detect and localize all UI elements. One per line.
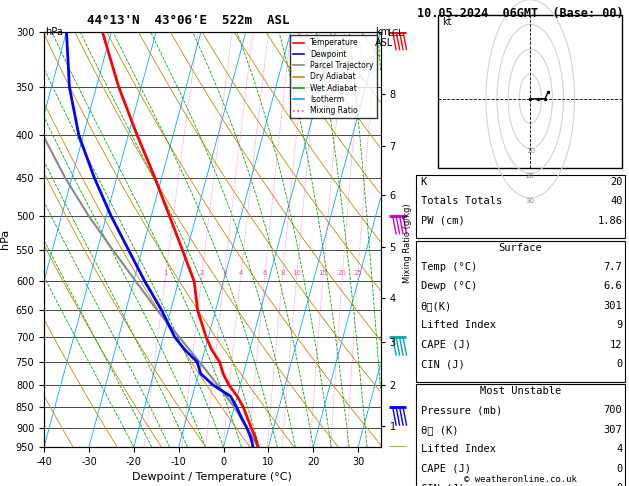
Text: Surface: Surface — [499, 243, 542, 253]
Text: Lifted Index: Lifted Index — [421, 444, 496, 454]
Text: 2: 2 — [199, 270, 204, 276]
Text: 20: 20 — [526, 173, 535, 179]
X-axis label: Dewpoint / Temperature (°C): Dewpoint / Temperature (°C) — [132, 472, 292, 483]
Text: 307: 307 — [604, 425, 623, 435]
Legend: Temperature, Dewpoint, Parcel Trajectory, Dry Adiabat, Wet Adiabat, Isotherm, Mi: Temperature, Dewpoint, Parcel Trajectory… — [289, 35, 377, 118]
Text: Pressure (mb): Pressure (mb) — [421, 405, 502, 416]
Text: 30: 30 — [526, 198, 535, 204]
Bar — [416, 175, 625, 238]
Text: Most Unstable: Most Unstable — [480, 386, 561, 396]
Text: 0: 0 — [616, 464, 623, 474]
Text: hPa: hPa — [45, 27, 63, 37]
Text: CIN (J): CIN (J) — [421, 483, 464, 486]
Text: Dewp (°C): Dewp (°C) — [421, 281, 477, 292]
Text: 10.05.2024  06GMT  (Base: 00): 10.05.2024 06GMT (Base: 00) — [417, 7, 624, 20]
Text: 10: 10 — [526, 148, 535, 155]
Text: 20: 20 — [610, 177, 623, 187]
Text: 0: 0 — [616, 359, 623, 369]
Text: Temp (°C): Temp (°C) — [421, 262, 477, 272]
Text: 0: 0 — [616, 483, 623, 486]
Text: kt: kt — [442, 17, 452, 27]
Bar — [416, 384, 625, 486]
Text: 44°13'N  43°06'E  522m  ASL: 44°13'N 43°06'E 522m ASL — [87, 14, 290, 27]
Text: 1.86: 1.86 — [598, 216, 623, 226]
Bar — [438, 15, 623, 168]
Text: 700: 700 — [604, 405, 623, 416]
Text: 1: 1 — [163, 270, 168, 276]
Text: 8: 8 — [281, 270, 285, 276]
Text: θᴄ (K): θᴄ (K) — [421, 425, 458, 435]
Text: CIN (J): CIN (J) — [421, 359, 464, 369]
Text: PW (cm): PW (cm) — [421, 216, 464, 226]
Text: 301: 301 — [604, 301, 623, 311]
Text: CAPE (J): CAPE (J) — [421, 340, 470, 350]
Text: 4: 4 — [238, 270, 243, 276]
Text: Totals Totals: Totals Totals — [421, 196, 502, 207]
Text: K: K — [421, 177, 427, 187]
Text: 6: 6 — [262, 270, 267, 276]
Text: LCL: LCL — [387, 29, 404, 38]
Bar — [416, 241, 625, 382]
Text: 6.6: 6.6 — [604, 281, 623, 292]
Text: Mixing Ratio (g/kg): Mixing Ratio (g/kg) — [403, 203, 412, 283]
Text: 7.7: 7.7 — [604, 262, 623, 272]
Text: 12: 12 — [610, 340, 623, 350]
Text: 4: 4 — [616, 444, 623, 454]
Text: 40: 40 — [610, 196, 623, 207]
Y-axis label: hPa: hPa — [0, 229, 10, 249]
Text: 9: 9 — [616, 320, 623, 330]
Text: 10: 10 — [292, 270, 301, 276]
Text: θᴄ(K): θᴄ(K) — [421, 301, 452, 311]
Text: 25: 25 — [353, 270, 362, 276]
Text: © weatheronline.co.uk: © weatheronline.co.uk — [464, 474, 577, 484]
Text: 15: 15 — [319, 270, 328, 276]
Text: 20: 20 — [338, 270, 347, 276]
Text: km
ASL: km ASL — [375, 27, 393, 48]
Text: Lifted Index: Lifted Index — [421, 320, 496, 330]
Text: 3: 3 — [222, 270, 226, 276]
Text: CAPE (J): CAPE (J) — [421, 464, 470, 474]
